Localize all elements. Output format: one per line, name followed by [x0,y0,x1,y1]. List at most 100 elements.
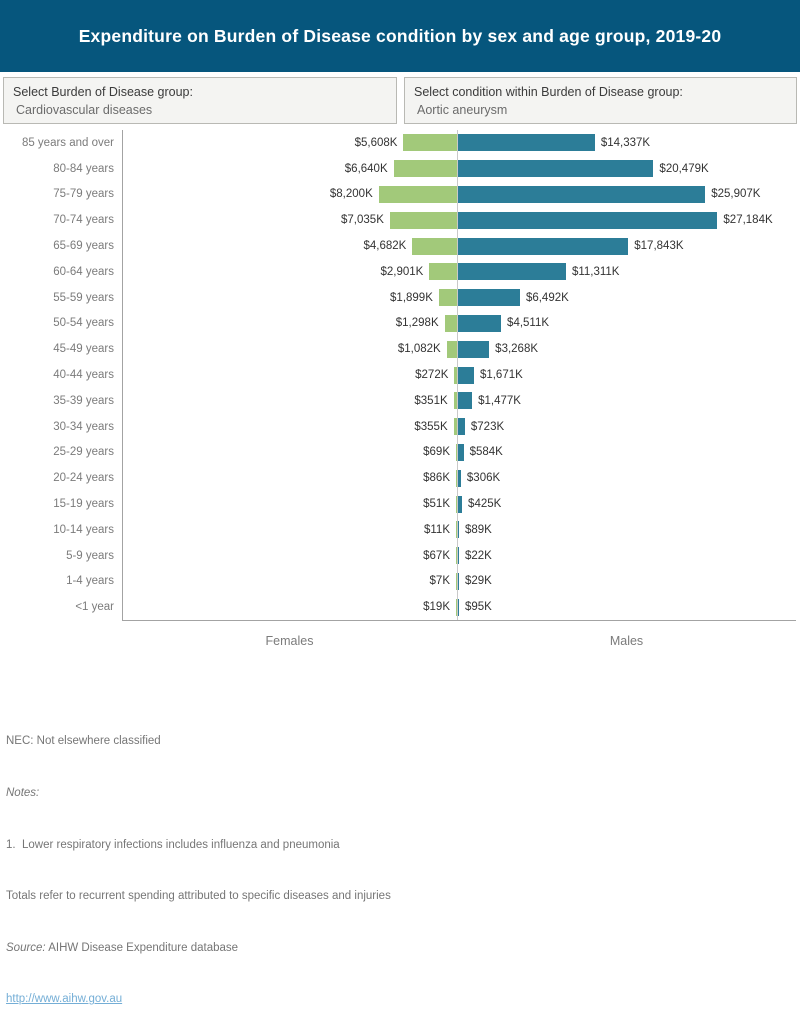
filter-condition-label: Select condition within Burden of Diseas… [414,85,683,99]
female-value-label: $7K [429,575,450,588]
male-pane: $25,907K [458,182,796,208]
filter-burden-group-value[interactable]: Cardiovascular diseases [16,103,153,117]
male-bar[interactable] [458,521,459,539]
male-bar[interactable] [458,237,629,255]
male-value-label: $1,477K [478,394,521,407]
female-bar[interactable] [456,469,457,487]
female-pane: $5,608K [123,130,457,156]
male-bar[interactable] [458,469,461,487]
male-value-label: $11,311K [571,265,620,278]
male-pane: $1,671K [458,362,796,388]
female-pane: $67K [123,543,457,569]
male-bar[interactable] [458,572,459,590]
chart-row: 10-14 years $11K $89K [0,517,800,543]
footer-nec: NEC: Not elsewhere classified [6,735,161,748]
female-value-label: $1,298K [395,317,439,330]
male-pane: $306K [458,465,796,491]
female-pane: $8,200K [123,182,457,208]
chart-row: 25-29 years $69K $584K [0,440,800,466]
female-bar[interactable] [456,598,457,616]
female-bar[interactable] [389,211,457,229]
axis-caption-males: Males [609,634,644,648]
age-group-label: 75-79 years [53,188,114,201]
male-bar[interactable] [458,340,490,358]
male-bar[interactable] [458,418,465,436]
female-value-label: $67K [423,549,450,562]
female-bar[interactable] [403,134,457,152]
male-pane: $14,337K [458,130,796,156]
male-pane: $6,492K [458,285,796,311]
female-pane: $4,682K [123,233,457,259]
female-pane: $11K [123,517,457,543]
male-pane: $27,184K [458,207,796,233]
female-bar[interactable] [456,572,457,590]
age-group-label: 35-39 years [53,394,114,407]
female-bar[interactable] [412,237,457,255]
female-value-label: $5,608K [354,136,398,149]
female-bar[interactable] [456,443,457,461]
female-bar[interactable] [393,160,457,178]
chart-row: 1-4 years $7K $29K [0,569,800,595]
female-pane: $1,298K [123,311,457,337]
female-bar[interactable] [453,418,457,436]
female-pane: $7K [123,569,457,595]
male-value-label: $584K [469,446,503,459]
male-bar[interactable] [458,314,502,332]
chart-row: 55-59 years $1,899K $6,492K [0,285,800,311]
female-value-label: $6,640K [344,162,388,175]
male-bar[interactable] [458,263,566,281]
female-bar[interactable] [438,289,457,307]
male-bar[interactable] [458,443,464,461]
filter-burden-group[interactable]: Select Burden of Disease group: Cardiova… [3,77,397,124]
male-bar[interactable] [458,185,706,203]
male-bar[interactable] [458,134,595,152]
female-value-label: $51K [423,498,450,511]
female-bar[interactable] [429,263,457,281]
female-bar[interactable] [444,314,457,332]
male-value-label: $27,184K [723,214,773,227]
male-value-label: $425K [468,498,502,511]
male-pane: $17,843K [458,233,796,259]
male-pane: $425K [458,491,796,517]
male-bar[interactable] [458,366,474,384]
age-group-label: 25-29 years [53,446,114,459]
filter-condition[interactable]: Select condition within Burden of Diseas… [404,77,797,124]
filter-burden-group-label: Select Burden of Disease group: [13,85,193,99]
male-bar[interactable] [458,495,463,513]
female-bar[interactable] [456,547,457,565]
male-value-label: $3,268K [495,343,539,356]
female-value-label: $2,901K [380,265,424,278]
male-bar[interactable] [458,160,654,178]
female-value-label: $351K [414,394,448,407]
male-bar[interactable] [458,211,718,229]
female-bar[interactable] [446,340,457,358]
footer-notes-label: Notes: [6,787,40,800]
male-bar[interactable] [458,289,520,307]
female-pane: $86K [123,465,457,491]
footer-source-label: Source: [6,941,46,954]
male-pane: $95K [458,594,796,620]
female-bar[interactable] [456,521,457,539]
male-value-label: $1,671K [479,369,523,382]
chart-row: 40-44 years $272K $1,671K [0,362,800,388]
male-value-label: $14,337K [600,136,651,149]
female-pane: $69K [123,440,457,466]
male-pane: $723K [458,414,796,440]
axis-caption-females: Females [265,634,314,648]
female-bar[interactable] [454,366,457,384]
female-bar[interactable] [453,392,457,410]
male-bar[interactable] [458,547,459,565]
male-value-label: $95K [465,601,492,614]
male-value-label: $306K [466,472,501,485]
female-value-label: $11K [423,523,450,536]
aihw-link[interactable]: http://www.aihw.gov.au [6,993,123,1006]
male-bar[interactable] [458,598,459,616]
chart-row: 70-74 years $7,035K $27,184K [0,207,800,233]
filter-condition-value[interactable]: Aortic aneurysm [417,103,508,117]
female-bar[interactable] [378,185,457,203]
male-bar[interactable] [458,392,473,410]
female-pane: $1,082K [123,336,457,362]
chart-row: <1 year $19K $95K [0,594,800,620]
female-bar[interactable] [456,495,457,513]
left-axis-line [122,130,123,620]
